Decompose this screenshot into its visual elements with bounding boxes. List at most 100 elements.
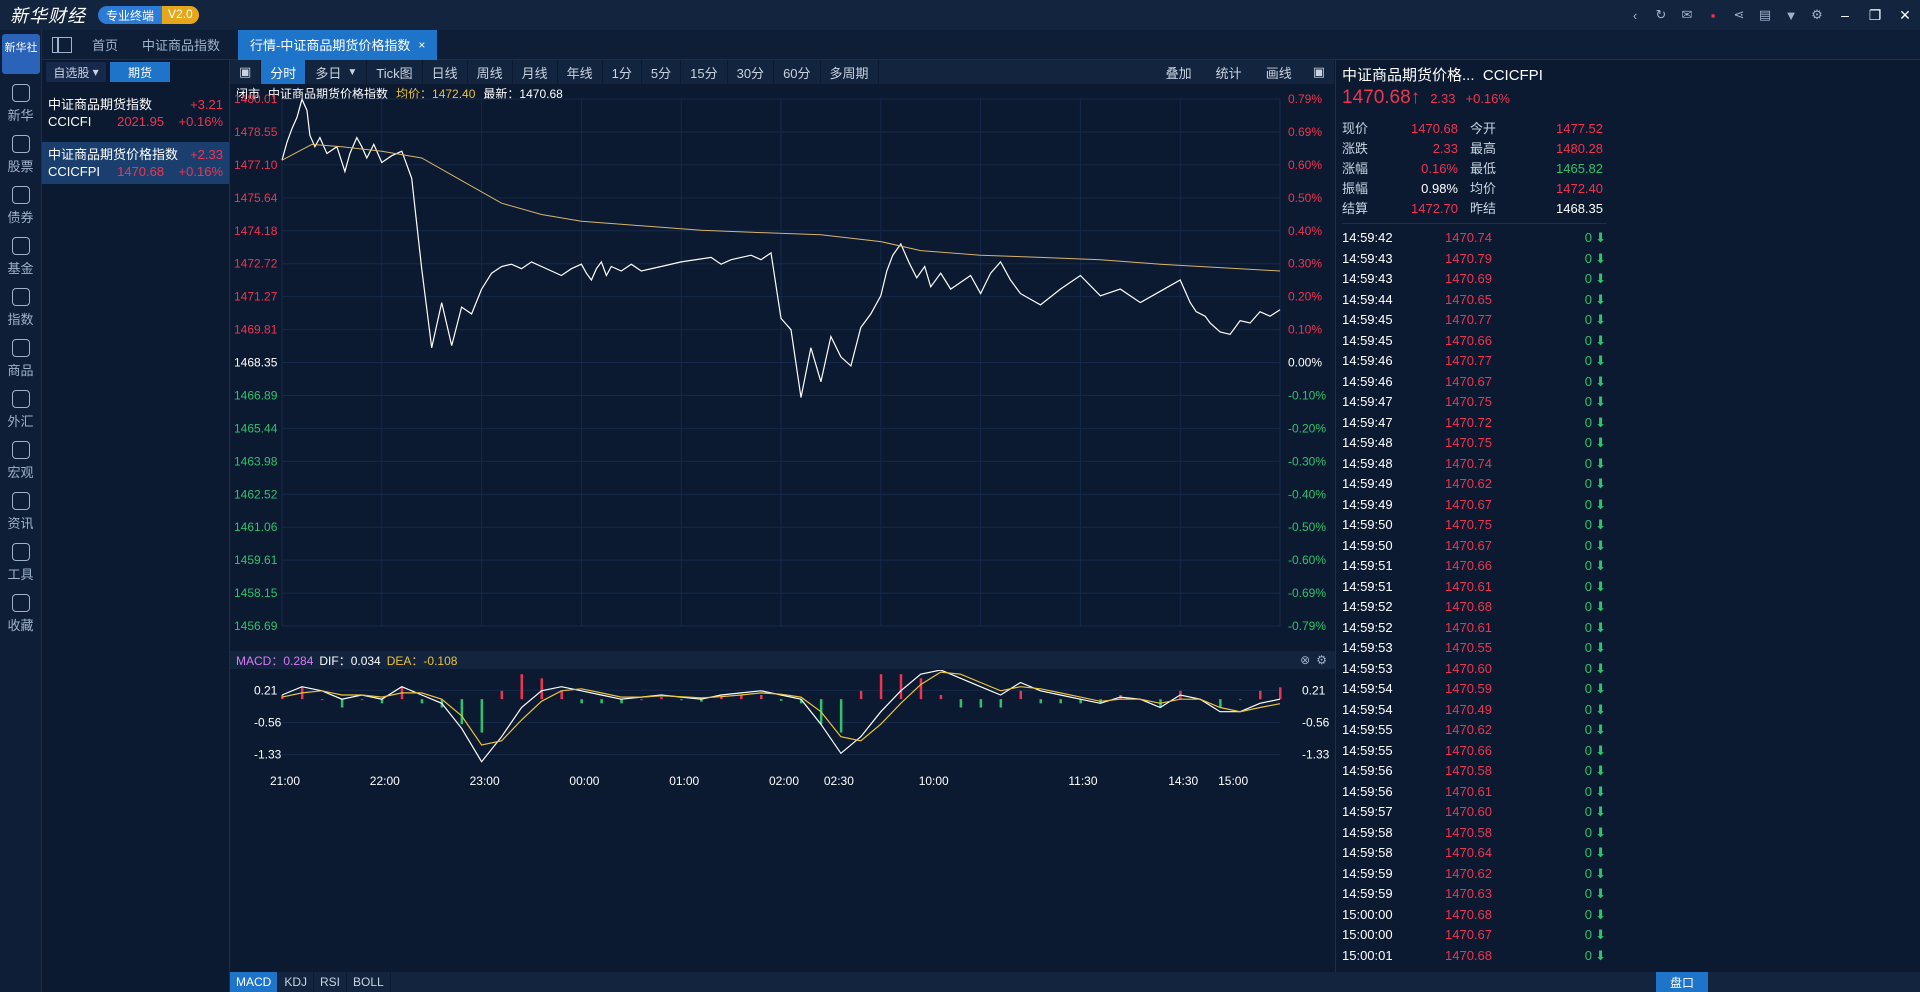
panel-toggle-icon[interactable] [52,36,72,53]
close-tab-icon[interactable]: × [418,37,426,52]
restore-button[interactable]: ❐ [1868,6,1882,23]
tools-icon [11,542,30,561]
tab-ccic-index[interactable]: 中证商品指数 [142,38,221,53]
nav-item-9[interactable]: 工具 [0,537,41,588]
arrow-down-icon: ⬇ [1595,353,1606,368]
period-button[interactable]: 周线 [468,60,513,84]
stat-row: 涨跌 2.33 最高 1480.28 [1342,139,1607,159]
arrow-down-icon: ⬇ [1595,476,1606,491]
tick-price: 1470.69 [1445,271,1492,286]
gear-icon[interactable]: ⚙ [1811,7,1823,22]
period-label: 1分 [611,65,632,81]
period-button[interactable]: 年线 [558,60,603,84]
chart-tool-button[interactable]: 画线 [1265,65,1292,81]
macd-bar [799,699,803,704]
macd-chart[interactable]: 0.21 0.21 -0.56 -0.56 -1.33 -1.33 21:00 22:00 23… [230,670,1335,972]
y-tick-label: 1469.81 [234,323,278,337]
period-button[interactable]: 多日 ▼ [306,60,368,84]
chart-tool-button[interactable]: 叠加 [1165,65,1192,81]
nav-item-3[interactable]: 基金 [0,231,41,282]
close-indicator-icon[interactable]: ⊗ [1300,653,1311,667]
tick-time: 14:59:53 [1342,640,1393,655]
indicator-tab[interactable]: KDJ [278,972,315,992]
intraday-chart[interactable]: 1480.01 0.79% 1478.55 0.69% 1477.10 0.60% 1475… [230,90,1335,650]
tick-price: 1470.64 [1445,845,1492,860]
stat-value: 0.98% [1421,181,1458,196]
period-button[interactable]: 日线 [423,60,468,84]
tick-row: 14:59:46 1470.77 0 ⬇ [1342,351,1607,372]
tick-row: 14:59:44 1470.65 0 ⬇ [1342,290,1607,311]
notes-icon[interactable]: ▤ [1758,7,1772,22]
mail-icon[interactable]: ✉ [1681,7,1693,22]
period-button[interactable]: 分时 [261,60,307,84]
nav-item-7[interactable]: 宏观 [0,435,41,486]
dif-line [281,670,1281,763]
pct-tick-label: 0.10% [1288,323,1322,337]
quote-price-value: 1470.68 [1342,87,1411,108]
nav-item-2[interactable]: 债券 [0,180,41,231]
period-button[interactable]: 多周期 [821,60,879,84]
macd-y-tick-label: -0.56 [254,716,282,730]
watchlist-pct: +0.16% [178,114,223,129]
watchlist-tab-futures[interactable]: 期货 [110,62,170,82]
tab-active-quote[interactable]: 行情-中证商品期货价格指数 × [238,29,438,60]
skin-icon[interactable]: ▼ [1784,7,1798,23]
tick-time: 14:59:43 [1342,250,1393,266]
chart-tool-button[interactable]: 统计 [1215,65,1242,81]
x-tick-label: 11:30 [1068,774,1097,788]
right-panel-toggle-icon[interactable]: ▣ [1304,60,1335,84]
tick-volume: 0 [1584,271,1592,286]
quote-panel: 中证商品期货价格... CCICFPI 1470.68↑ 2.33 +0.16%… [1335,60,1920,972]
stat-row: 现价 1470.68 今开 1477.52 [1342,119,1607,139]
nav-item-0[interactable]: 新华 [0,78,41,129]
minimize-button[interactable]: – [1841,7,1849,23]
nav-item-4[interactable]: 指数 [0,282,41,333]
watchlist-row[interactable]: 中证商品期货价格指数 +2.33 CCICFPI 1470.68 +0.16% [42,142,229,184]
tick-row: 14:59:52 1470.61 0 ⬇ [1342,618,1607,639]
period-button[interactable]: Tick图 [367,60,423,84]
period-button[interactable]: 15分 [681,60,728,84]
refresh-icon[interactable]: ↻ [1655,7,1667,22]
pct-tick-label: -0.40% [1288,487,1326,501]
tick-time: 14:59:48 [1342,455,1393,471]
period-button[interactable]: 60分 [774,60,821,84]
period-button[interactable]: 1分 [603,60,642,84]
tab-home[interactable]: 首页 [92,38,119,53]
pankou-button[interactable]: 盘口 [1655,972,1708,992]
y-tick-label: 1480.01 [234,92,278,106]
arrow-down-icon: ⬇ [1595,537,1606,553]
nav-item-1[interactable]: 股票 [0,129,41,180]
tick-time: 15:00:00 [1342,927,1393,942]
message-icon[interactable]: ▪ [1710,7,1716,23]
pct-tick-label: -0.69% [1288,586,1326,600]
tick-time: 14:59:54 [1342,701,1393,717]
xinhua-logo[interactable]: 新华社 [2,34,40,74]
back-icon[interactable]: ‹ [1632,7,1638,23]
macd-bar [1219,699,1222,708]
nav-item-10[interactable]: 收藏 [0,588,41,639]
indicator-settings-icon[interactable]: ⚙ [1316,653,1327,667]
watchlist-tab-self[interactable]: 自选股 ▾ [46,62,106,82]
tick-price: 1470.58 [1445,824,1492,840]
nav-item-6[interactable]: 外汇 [0,384,41,435]
indicator-tab[interactable]: BOLL [347,972,391,992]
tick-list[interactable]: 14:59:42 1470.74 0 ⬇ 14:59:43 1470.79 0 ⬇ 14:59:… [1342,228,1607,966]
macd-bar [620,699,623,704]
macd-bar [360,699,364,701]
chart-panel-toggle-icon[interactable]: ▣ [230,60,262,84]
y-tick-label: 1465.44 [234,421,278,435]
close-button[interactable]: ✕ [1899,6,1911,23]
watchlist-code: CCICFI [48,114,92,129]
macd-bar [420,699,424,704]
watchlist-row[interactable]: 中证商品期货指数 +3.21 CCICFI 2021.95 +0.16% [42,92,229,134]
indicator-tab[interactable]: RSI [314,972,348,992]
price-line [281,97,1281,398]
nav-item-5[interactable]: 商品 [0,333,41,384]
share-icon[interactable]: ⋖ [1733,7,1745,22]
period-button[interactable]: 月线 [513,60,558,84]
indicator-tab[interactable]: MACD [230,972,279,992]
period-button[interactable]: 30分 [728,60,775,84]
quote-price-line: 1470.68↑ 2.33 +0.16% [1342,87,1916,109]
period-button[interactable]: 5分 [642,60,682,84]
nav-item-8[interactable]: 资讯 [0,486,41,537]
